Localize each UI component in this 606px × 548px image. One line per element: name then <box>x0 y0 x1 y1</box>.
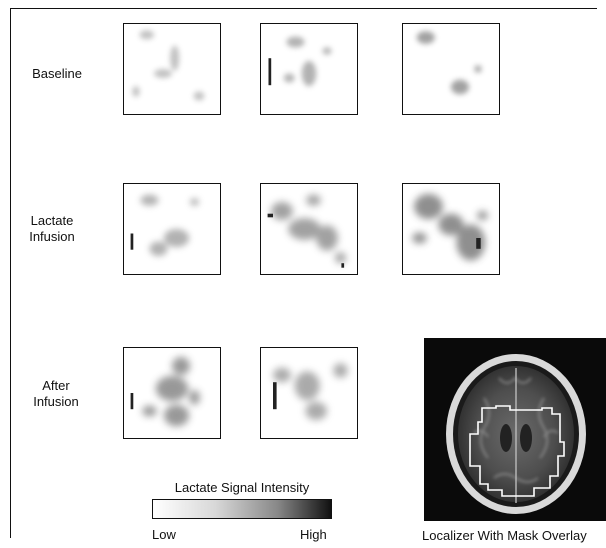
after-map-1 <box>130 357 200 427</box>
baseline-map-3 <box>416 31 482 95</box>
colorbar-title: Lactate Signal Intensity <box>174 480 310 495</box>
brain-mri <box>446 354 586 514</box>
row-label-after-line2: Infusion <box>33 394 79 409</box>
after-panel-2 <box>260 347 358 439</box>
figure-frame <box>10 8 597 538</box>
baseline-map-2 <box>268 36 332 87</box>
colorbar-low-label: Low <box>152 527 176 542</box>
lactate-map-3 <box>412 193 488 261</box>
baseline-panel-2 <box>260 23 358 115</box>
localizer-image <box>424 338 606 521</box>
localizer-caption: Localizer With Mask Overlay <box>422 528 587 543</box>
colorbar-high-label: High <box>300 527 327 542</box>
baseline-map-1 <box>132 30 205 101</box>
baseline-panel-3 <box>402 23 500 115</box>
colorbar <box>152 499 332 519</box>
row-label-after-infusion: After Infusion <box>20 378 92 410</box>
lactate-map-2 <box>267 194 346 268</box>
baseline-panel-1 <box>123 23 221 115</box>
row-label-baseline: Baseline <box>32 66 82 81</box>
lactate-panel-2 <box>260 183 358 275</box>
lactate-panel-1 <box>123 183 221 275</box>
row-label-lactate-infusion: Lactate Infusion <box>16 213 88 245</box>
after-map-2 <box>273 363 348 420</box>
row-label-lactate-line2: Infusion <box>29 229 75 244</box>
lactate-map-1 <box>130 194 199 256</box>
after-panel-1 <box>123 347 221 439</box>
row-label-after-line1: After <box>42 378 70 393</box>
mask-overlay <box>469 405 565 497</box>
row-label-lactate-line1: Lactate <box>30 213 74 228</box>
lactate-panel-3 <box>402 183 500 275</box>
